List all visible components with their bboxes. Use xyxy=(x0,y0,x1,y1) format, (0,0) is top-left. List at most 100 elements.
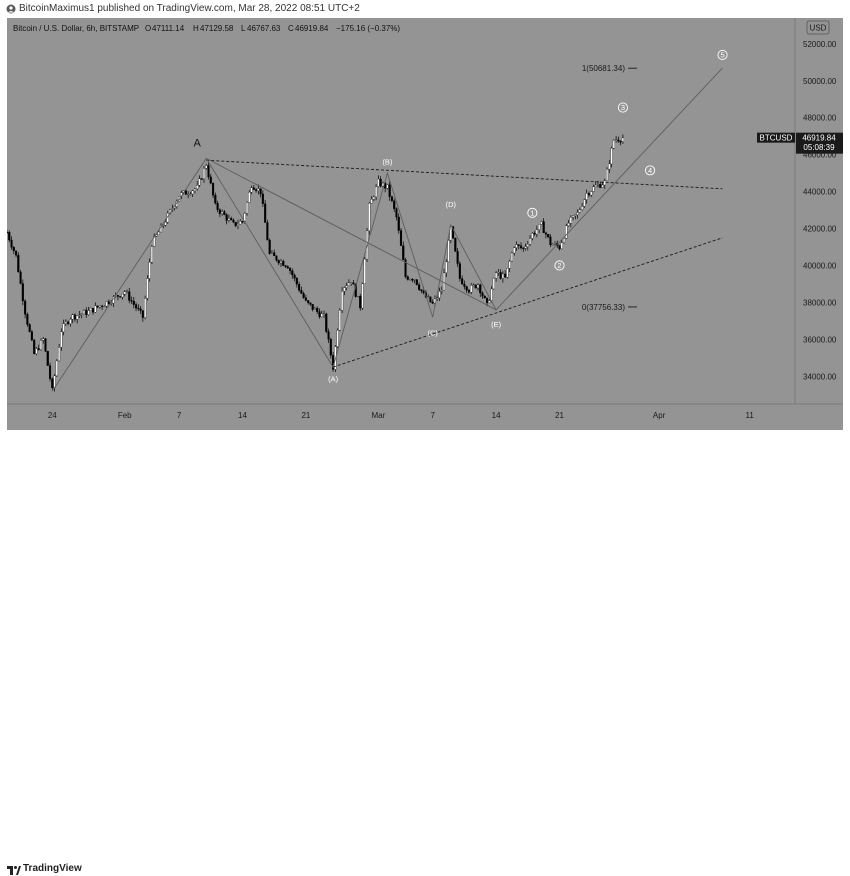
price-tick-3: 46000.00 xyxy=(803,151,837,160)
candle xyxy=(615,136,618,143)
candle xyxy=(506,268,509,279)
candle xyxy=(393,198,396,213)
candle xyxy=(535,225,538,238)
svg-text:(D): (D) xyxy=(446,200,457,209)
price-tick-8: 36000.00 xyxy=(803,335,837,344)
candle xyxy=(28,323,31,333)
svg-text:5: 5 xyxy=(720,51,724,60)
price-chart[interactable]: 1(50681.34) 0(37756.33) A (A) (B) (C) (D) (E) 1… xyxy=(7,18,843,430)
candle xyxy=(560,240,563,250)
candle xyxy=(513,246,516,256)
candle xyxy=(101,304,104,310)
candle xyxy=(137,304,140,312)
candle xyxy=(268,238,271,255)
publisher-bar: BitcoinMaximus1 published on TradingView… xyxy=(0,0,850,18)
candle xyxy=(295,277,298,288)
dashed-trendline-2[interactable] xyxy=(332,237,723,368)
candle xyxy=(497,269,500,276)
wave-line-1[interactable] xyxy=(51,67,723,392)
legend-close-value: 46919.84 xyxy=(295,24,329,33)
candle xyxy=(608,160,611,173)
candle xyxy=(431,299,434,305)
candle xyxy=(447,239,450,263)
price-tag: BTCUSD 46919.84 05:08:39 xyxy=(757,132,843,154)
candle xyxy=(288,266,292,275)
candle xyxy=(612,139,615,150)
candle xyxy=(261,190,264,208)
candle xyxy=(189,191,192,196)
candle xyxy=(583,198,586,208)
candle xyxy=(64,319,67,326)
candle xyxy=(12,245,15,255)
candle xyxy=(207,161,210,180)
candle xyxy=(332,351,335,372)
candle xyxy=(558,244,561,251)
candle xyxy=(67,320,70,326)
chart-area[interactable]: 1(50681.34) 0(37756.33) A (A) (B) (C) (D) (E) 1… xyxy=(7,18,843,430)
candle xyxy=(87,306,90,316)
candle xyxy=(619,140,622,146)
candle xyxy=(230,216,233,221)
candle xyxy=(529,234,532,247)
legend-high-value: 47129.58 xyxy=(200,24,234,33)
candle xyxy=(284,264,287,268)
candle xyxy=(277,259,280,266)
price-tag-countdown: 05:08:39 xyxy=(803,143,835,152)
candle xyxy=(359,293,362,311)
candle xyxy=(621,134,624,145)
candle xyxy=(336,328,339,349)
legend-change-value: −175.16 (−0.37%) xyxy=(336,24,400,33)
candle xyxy=(547,233,550,239)
candle xyxy=(15,250,18,258)
candle xyxy=(397,213,400,234)
candle xyxy=(119,296,122,298)
candle xyxy=(445,259,448,277)
candle xyxy=(474,284,477,289)
price-tick-0: 52000.00 xyxy=(803,40,837,49)
candle xyxy=(483,295,486,299)
candle xyxy=(205,163,208,170)
candle xyxy=(572,214,575,221)
dashed-trendline-1[interactable] xyxy=(206,159,723,190)
wave-label-1: 1 xyxy=(527,207,538,218)
candle xyxy=(329,337,332,359)
candle xyxy=(551,243,554,246)
candle xyxy=(259,188,262,198)
fib-label-0: 1(50681.34) xyxy=(582,64,625,73)
candle xyxy=(538,223,541,234)
price-tick-7: 38000.00 xyxy=(803,298,837,307)
candle xyxy=(227,214,230,223)
price-tick-4: 44000.00 xyxy=(803,188,837,197)
candle xyxy=(248,190,251,203)
candle xyxy=(488,299,491,304)
candle xyxy=(553,241,557,246)
time-tick-5: Mar xyxy=(371,411,385,420)
candle xyxy=(44,338,47,353)
symbol-title: Bitcoin / U.S. Dollar, 6h, BITSTAMP xyxy=(13,24,139,33)
candle xyxy=(200,177,203,180)
candle xyxy=(581,202,584,211)
time-tick-10: 11 xyxy=(746,411,755,420)
candle xyxy=(116,295,120,301)
candle xyxy=(313,306,317,310)
currency-badge[interactable] xyxy=(806,20,830,35)
candle xyxy=(141,310,144,322)
candle xyxy=(415,279,418,286)
candle xyxy=(48,362,52,382)
candle xyxy=(98,305,101,309)
price-tick-1: 50000.00 xyxy=(803,77,837,86)
candle xyxy=(562,237,566,244)
price-axis: 52000.00 50000.00 48000.00 46000.00 44000.00… xyxy=(803,40,837,381)
candle xyxy=(418,282,421,291)
candle xyxy=(76,315,79,324)
candle xyxy=(429,296,432,303)
wave-line-2[interactable] xyxy=(206,158,497,311)
time-tick-2: 7 xyxy=(177,411,182,420)
candle xyxy=(526,240,529,251)
candle xyxy=(576,209,579,219)
candle xyxy=(146,275,149,301)
candle xyxy=(442,268,446,291)
candle xyxy=(427,294,430,299)
candle xyxy=(302,291,305,299)
legend-high-label: H xyxy=(193,24,199,33)
